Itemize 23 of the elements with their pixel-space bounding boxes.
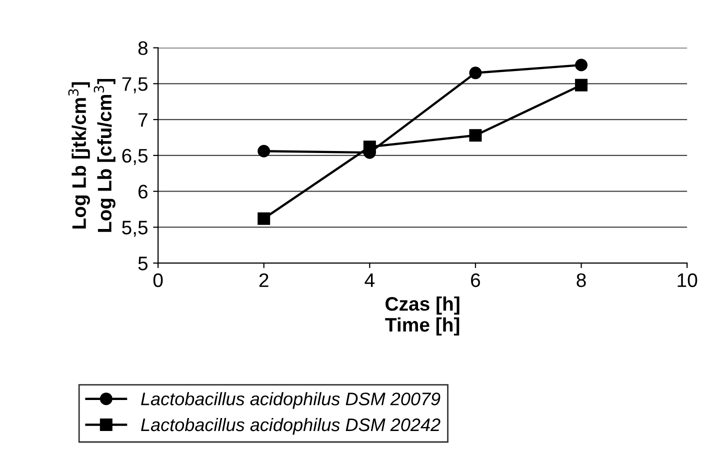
- point: [575, 58, 588, 72]
- point: [258, 212, 270, 225]
- y-tick-label: 5: [138, 256, 148, 270]
- point: [575, 78, 588, 92]
- y-tick-label: 8: [138, 41, 148, 56]
- x-tick-label: 8: [576, 273, 586, 288]
- x-tick-label: 4: [364, 274, 375, 287]
- x-tick-label: 0: [153, 273, 163, 288]
- y-tick-label: 5,5: [122, 220, 148, 237]
- point: [258, 144, 270, 158]
- point: [469, 129, 482, 142]
- y-tick-label: 7: [138, 113, 148, 127]
- x-axis-title: Czas [h] Time [h]: [385, 296, 460, 336]
- y-tick-label: 6,5: [122, 148, 148, 165]
- y-tick-label: 6: [138, 184, 148, 199]
- legend-label: Lactobacillus acidophilus DSM 20079: [141, 392, 440, 409]
- x-tick-label: 10: [678, 273, 698, 288]
- point: [469, 66, 482, 80]
- y-tick-label: 7,5: [122, 77, 148, 94]
- legend-label: Lactobacillus acidophilus DSM 20242: [141, 418, 440, 435]
- x-tick-label: 6: [471, 273, 480, 288]
- x-tick-label: 2: [259, 273, 268, 287]
- y-axis-title: Log Lb [jtk/cm$^{3}$] Log Lb [cfu/cm$^{3}$]: [68, 79, 116, 232]
